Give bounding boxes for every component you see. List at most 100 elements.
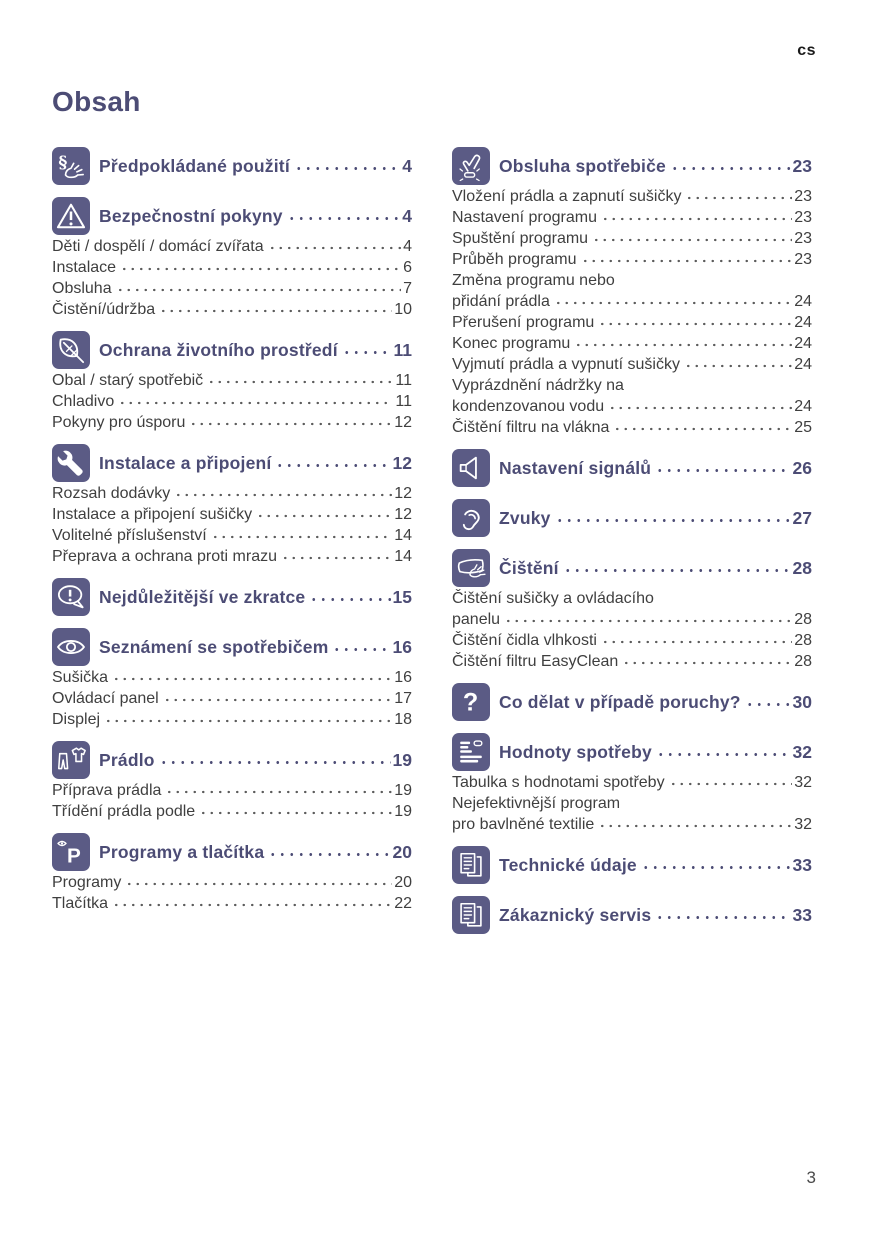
dot-leader: [554, 509, 791, 524]
toc-entry[interactable]: Přeprava a ochrana proti mrazu 14: [52, 546, 412, 567]
section-heading-text: Nastavení signálů 26: [499, 458, 812, 479]
dot-leader: [112, 668, 393, 682]
toc-section-heading[interactable]: P Programy a tlačítka 20: [52, 832, 412, 872]
toc-entry[interactable]: Vložení prádla a zapnutí sušičky 23: [452, 186, 812, 207]
toc-entry[interactable]: Displej 18: [52, 709, 412, 730]
entry-page-number: 11: [395, 372, 412, 389]
section-page-number: 30: [792, 691, 812, 712]
toc-section-heading[interactable]: Zákaznický servis 33: [452, 895, 812, 935]
toc-entry[interactable]: Spuštění programu 23: [452, 228, 812, 249]
section-heading-text: Nejdůležitější ve zkratce 15: [99, 587, 412, 608]
dot-leader: [685, 187, 793, 201]
toc-entry[interactable]: Nastavení programu 23: [452, 207, 812, 228]
toc-section-heading[interactable]: Ochrana životního prostředí 11: [52, 330, 412, 370]
entry-page-number: 28: [794, 653, 812, 670]
installation-wrench-icon: [52, 444, 90, 482]
toc-section-heading[interactable]: Obsluha spotřebiče 23: [452, 146, 812, 186]
toc-entry[interactable]: Programy 20: [52, 872, 412, 893]
entry-label: Spuštění programu: [452, 230, 589, 247]
dot-leader: [199, 802, 393, 816]
toc-section-heading[interactable]: Nejdůležitější ve zkratce 15: [52, 577, 412, 617]
toc-entry[interactable]: Třídění prádla podle 19: [52, 801, 412, 822]
section-title: Co dělat v případě poruchy?: [499, 691, 741, 712]
entry-page-number: 24: [794, 356, 812, 373]
section-page-number: 33: [792, 904, 812, 925]
toc-entry[interactable]: Chladivo 11: [52, 391, 412, 412]
toc-entry[interactable]: Instalace a připojení sušičky 12: [52, 504, 412, 525]
toc-entry[interactable]: Tlačítka 22: [52, 893, 412, 914]
toc-entry[interactable]: Pokyny pro úsporu 12: [52, 412, 412, 433]
toc-entry[interactable]: Děti / dospělí / domácí zvířata 4: [52, 236, 412, 257]
toc-entry[interactable]: Čištění sušičky a ovládacího panelu 28: [452, 588, 812, 630]
toc-entry[interactable]: Nejefektivnější program pro bavlněné text…: [452, 793, 812, 835]
section-title: Prádlo: [99, 749, 155, 770]
section-title: Zvuky: [499, 507, 551, 528]
entry-page-number: 6: [403, 259, 412, 276]
section-page-number: 20: [392, 841, 412, 862]
toc-section-heading[interactable]: § Předpokládané použití 4: [52, 146, 412, 186]
dot-leader: [268, 843, 391, 858]
toc-entry[interactable]: Volitelné příslušenství 14: [52, 525, 412, 546]
dot-leader: [118, 392, 394, 406]
toc-section-heading[interactable]: ? Co dělat v případě poruchy? 30: [452, 682, 812, 722]
toc-entry[interactable]: Průběh programu 23: [452, 249, 812, 270]
entry-page-number: 24: [794, 293, 812, 310]
toc-section-heading[interactable]: Zvuky 27: [452, 498, 812, 538]
toc-entry[interactable]: Čistění/údržba 10: [52, 299, 412, 320]
toc-entry[interactable]: Rozsah dodávky 12: [52, 483, 412, 504]
toc-entry[interactable]: Tabulka s hodnotami spotřeby 32: [452, 772, 812, 793]
toc-entry[interactable]: Vyjmutí prádla a vypnutí sušičky 24: [452, 354, 812, 375]
section-heading-text: Seznámení se spotřebičem 16: [99, 637, 412, 658]
dot-leader: [608, 397, 793, 411]
toc-entry[interactable]: Obsluha 7: [52, 278, 412, 299]
toc-entry[interactable]: Změna programu nebo přidání prádla 24: [452, 270, 812, 312]
toc-section-heading[interactable]: Technické údaje 33: [452, 845, 812, 885]
section-page-number: 4: [402, 155, 412, 176]
dot-leader: [210, 526, 393, 540]
toc-section-heading[interactable]: Prádlo 19: [52, 740, 412, 780]
dot-leader: [256, 505, 393, 519]
entry-page-number: 28: [794, 632, 812, 649]
toc-section-heading[interactable]: Seznámení se spotřebičem 16: [52, 627, 412, 667]
dot-leader: [332, 638, 391, 653]
dot-leader: [562, 559, 791, 574]
entry-label: Vyjmutí prádla a vypnutí sušičky: [452, 356, 680, 373]
toc-entry[interactable]: Čištění filtru EasyClean 28: [452, 651, 812, 672]
toc-section-heading[interactable]: Čištění 28: [452, 548, 812, 588]
entry-page-number: 23: [794, 251, 812, 268]
toc-entry[interactable]: Instalace 6: [52, 257, 412, 278]
section-page-number: 23: [792, 155, 812, 176]
dot-leader: [189, 413, 393, 427]
toc-section-heading[interactable]: Hodnoty spotřeby 32: [452, 732, 812, 772]
dot-leader: [309, 588, 391, 603]
toc-entry[interactable]: Konec programu 24: [452, 333, 812, 354]
dot-leader: [159, 300, 393, 314]
dot-leader: [286, 207, 401, 222]
toc-entry[interactable]: Sušička 16: [52, 667, 412, 688]
toc-entry[interactable]: Čištění čidla vlhkosti 28: [452, 630, 812, 651]
toc-entry[interactable]: Přerušení programu 24: [452, 312, 812, 333]
toc-entry[interactable]: Vyprázdnění nádržky na kondenzovanou vodu…: [452, 375, 812, 417]
page-number: 3: [806, 1168, 816, 1187]
cleaning-icon: [452, 549, 490, 587]
section-heading-text: Zvuky 27: [499, 508, 812, 529]
section-page-number: 12: [392, 452, 412, 473]
entry-label-line2: kondenzovanou vodu: [452, 398, 605, 415]
entry-label: Rozsah dodávky: [52, 485, 171, 502]
section-heading-text: Čištění 28: [499, 558, 812, 579]
entry-label: Nastavení programu: [452, 209, 597, 226]
toc-entry[interactable]: Ovládací panel 17: [52, 688, 412, 709]
toc-entry[interactable]: Čištění filtru na vlákna 25: [452, 417, 812, 438]
section-heading-text: Instalace a připojení 12: [99, 453, 412, 474]
section-title: Seznámení se spotřebičem: [99, 636, 329, 657]
entry-label: Instalace: [52, 259, 117, 276]
toc-section-heading[interactable]: Instalace a připojení 12: [52, 443, 412, 483]
entry-label: Sušička: [52, 669, 109, 686]
toc-section-heading[interactable]: Bezpečnostní pokyny 4: [52, 196, 412, 236]
toc-entry[interactable]: Příprava prádla 19: [52, 780, 412, 801]
dot-leader: [553, 292, 793, 306]
entry-label: Chladivo: [52, 393, 115, 410]
dot-leader: [622, 652, 793, 666]
toc-section-heading[interactable]: Nastavení signálů 26: [452, 448, 812, 488]
toc-entry[interactable]: Obal / starý spotřebič 11: [52, 370, 412, 391]
